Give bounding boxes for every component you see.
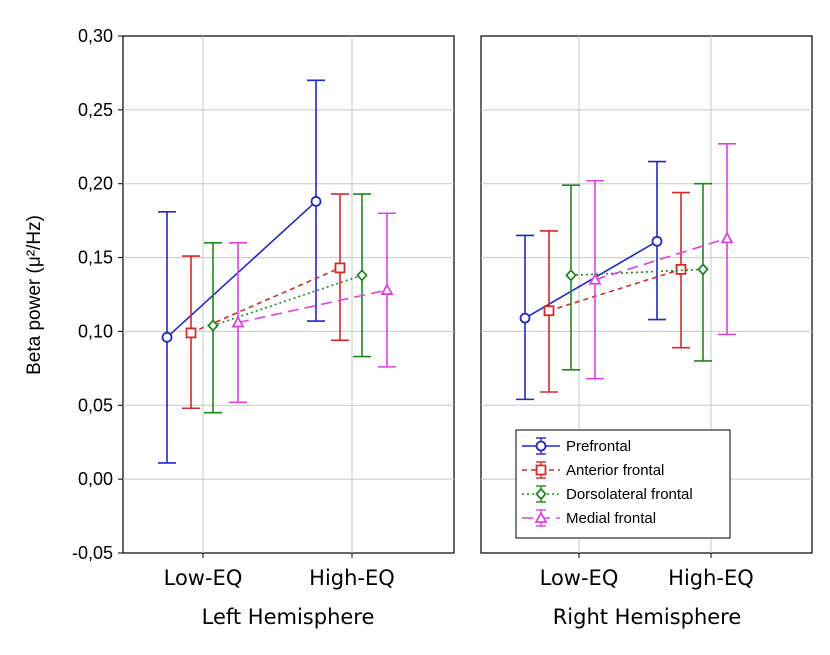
marker-triangle [380,283,394,295]
legend-box [515,429,731,539]
x-tick-label: High-EQ [668,566,754,590]
y-tick-label: 0,15 [78,248,113,268]
legend: Prefrontal Anterior frontal Dorsolateral f… [515,429,731,539]
y-tick-label: 0,25 [78,100,113,120]
series-line [190,267,341,334]
y-tick-label: -0,05 [72,543,113,563]
y-tick-label: 0,10 [78,321,113,341]
marker-square [185,327,197,339]
right-panel-title: Right Hemisphere [553,605,742,629]
marker-square [535,464,547,476]
series-line [237,289,388,324]
right-panel-frame [480,35,813,554]
series-line [524,240,658,319]
x-tick-label: Low-EQ [540,566,619,590]
marker-square [675,263,687,275]
x-tick-label: Low-EQ [164,566,243,590]
y-tick-label: 0,00 [78,469,113,489]
marker-circle [161,331,173,343]
marker-square [334,262,346,274]
y-axis-label: Beta power (μ²/Hz) [24,215,45,375]
marker-diamond [207,319,219,332]
y-tick-label: 0,30 [78,26,113,46]
marker-diamond [565,268,577,282]
legend-label: Anterior frontal [566,462,664,479]
legend-label: Medial frontal [566,510,656,527]
series-line [594,237,728,281]
y-tick-label: 0,05 [78,395,113,415]
marker-diamond [356,268,368,282]
marker-circle [535,440,547,452]
marker-circle [519,312,531,324]
series-line [166,200,317,338]
marker-circle [651,235,663,247]
left-panel-title: Left Hemisphere [202,605,375,629]
legend-label: Dorsolateral frontal [566,486,693,503]
marker-circle [310,196,322,207]
marker-triangle [231,315,245,328]
marker-square [543,305,555,317]
series-line [570,268,704,277]
marker-triangle [720,231,734,244]
left-panel-frame [122,35,455,554]
marker-diamond [697,263,709,276]
marker-diamond [535,487,547,501]
legend-label: Prefrontal [566,438,631,455]
x-tick-label: High-EQ [309,566,395,590]
marker-triangle [534,511,548,523]
y-tick-label: 0,20 [78,174,113,194]
marker-triangle [588,272,602,285]
